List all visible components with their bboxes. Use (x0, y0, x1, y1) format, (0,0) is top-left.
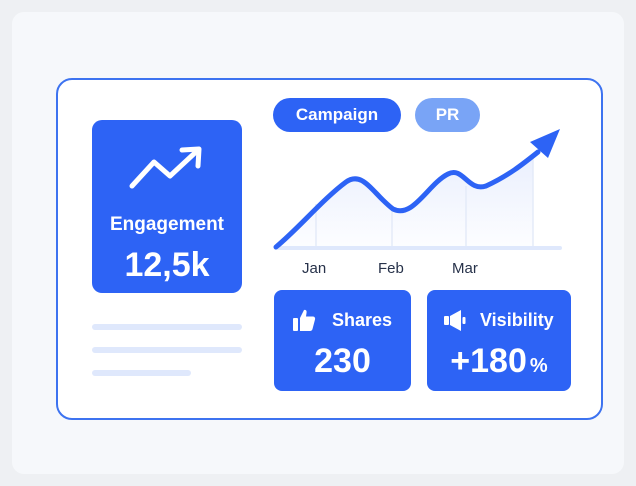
trend-arrow-head (530, 129, 560, 158)
placeholder-line-1 (92, 324, 242, 330)
visibility-value: +180 (450, 342, 527, 380)
shares-label: Shares (332, 310, 393, 330)
shares-card[interactable]: Shares 230 (274, 290, 411, 391)
placeholder-line-3 (92, 370, 191, 376)
engagement-card[interactable]: Engagement 12,5k (92, 120, 242, 293)
visibility-card[interactable]: Visibility +180% (427, 290, 571, 391)
tab-pr[interactable]: PR (415, 98, 480, 132)
x-tick-mar: Mar (452, 260, 478, 277)
placeholder-line-2 (92, 347, 242, 353)
engagement-value: 12,5k (124, 246, 210, 284)
visibility-value-row: +180% (427, 342, 571, 381)
x-tick-jan: Jan (302, 260, 327, 277)
thumbs-up-icon (293, 309, 316, 331)
tab-campaign[interactable]: Campaign (273, 98, 401, 132)
x-tick-feb: Feb (378, 260, 404, 277)
trend-up-icon (129, 146, 202, 189)
chart-area (276, 156, 533, 248)
visibility-label: Visibility (480, 310, 554, 330)
shares-value: 230 (314, 342, 371, 380)
visibility-unit: % (529, 355, 548, 377)
megaphone-icon (444, 310, 466, 331)
trend-chart (273, 129, 562, 250)
series-line (273, 149, 541, 250)
engagement-label: Engagement (109, 214, 225, 235)
